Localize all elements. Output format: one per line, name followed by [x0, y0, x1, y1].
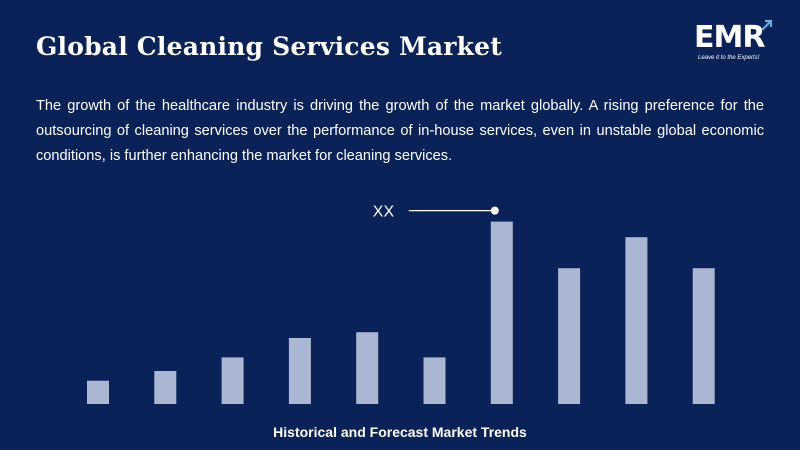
emr-logo: EMR Leave it to the Experts! — [690, 18, 780, 68]
market-description: The growth of the healthcare industry is… — [36, 98, 764, 164]
chart-caption: Historical and Forecast Market Trends — [273, 424, 527, 440]
arrow-up-right-icon — [761, 19, 773, 31]
annotation-group: XX — [373, 204, 499, 221]
bar-1 — [87, 380, 109, 404]
bar-7 — [490, 221, 513, 404]
bar-10 — [692, 268, 715, 404]
bar-4 — [288, 338, 311, 404]
annotation-label: XX — [373, 204, 395, 221]
page-title: Global Cleaning Services Market — [36, 32, 503, 61]
annotation-dot — [490, 206, 499, 215]
bar-9 — [625, 237, 648, 404]
bar-3 — [221, 357, 244, 404]
bar-5 — [356, 332, 379, 404]
bar-2 — [154, 371, 177, 404]
logo-text: EMR — [694, 20, 765, 55]
bars-group — [87, 221, 715, 404]
bar-6 — [423, 357, 446, 404]
bar-8 — [558, 268, 581, 404]
logo-tagline: Leave it to the Experts! — [698, 55, 760, 61]
